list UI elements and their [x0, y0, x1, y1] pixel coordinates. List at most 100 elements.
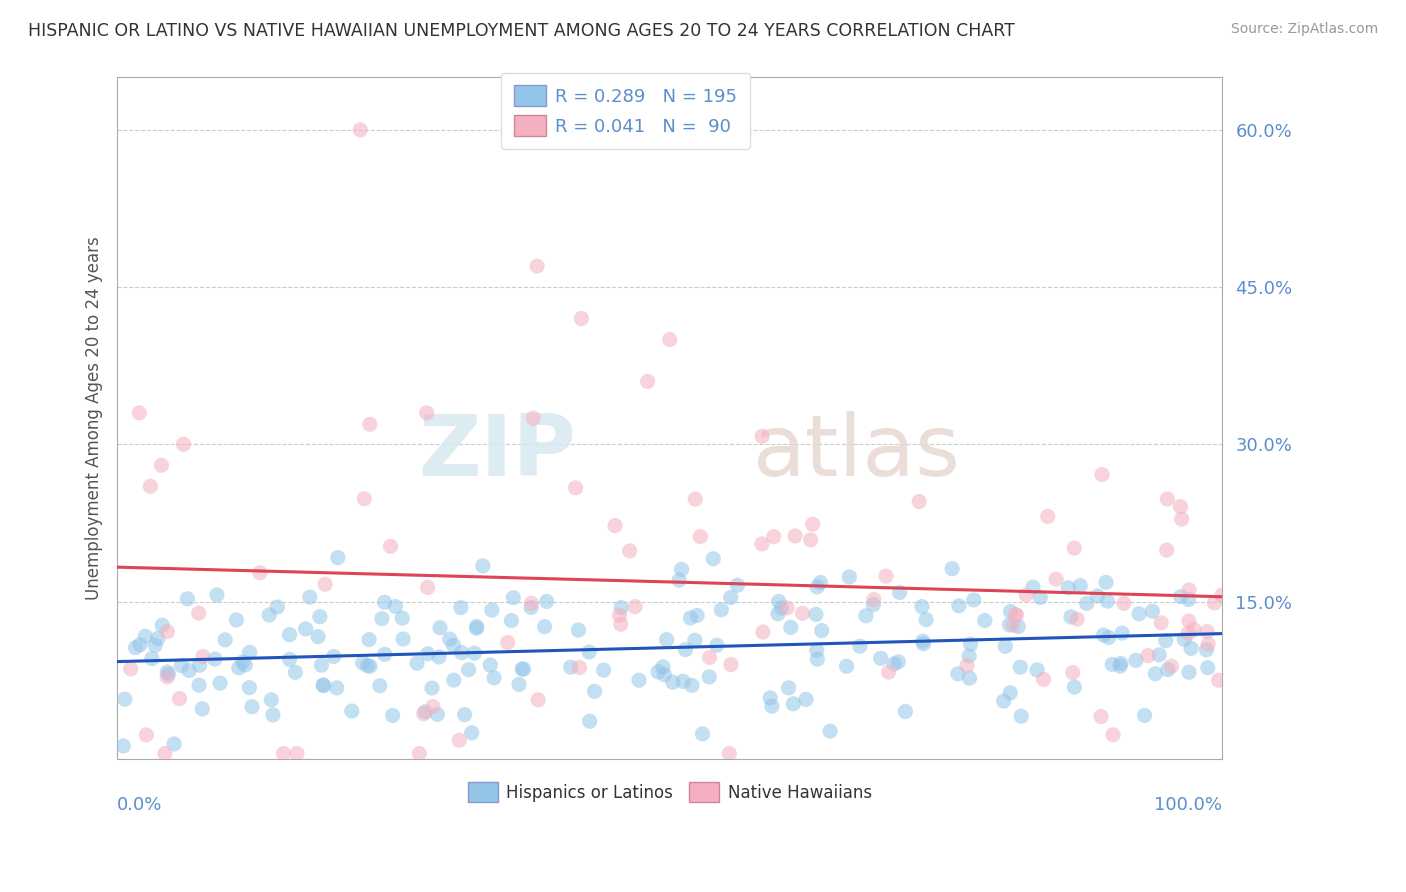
Point	[770, 601, 793, 615]
Point	[994, 640, 1017, 654]
Point	[1173, 632, 1195, 647]
Point	[1001, 618, 1024, 632]
Point	[239, 645, 262, 659]
Point	[946, 666, 969, 681]
Point	[959, 671, 981, 685]
Point	[1133, 708, 1156, 723]
Point	[912, 637, 935, 651]
Point	[973, 614, 995, 628]
Point	[686, 608, 709, 623]
Point	[792, 607, 814, 621]
Point	[681, 678, 703, 692]
Point	[1063, 680, 1085, 694]
Point	[266, 599, 288, 614]
Point	[720, 657, 742, 672]
Point	[1029, 591, 1052, 605]
Point	[139, 479, 162, 493]
Point	[426, 707, 449, 722]
Point	[413, 705, 436, 719]
Point	[603, 518, 626, 533]
Point	[915, 613, 938, 627]
Point	[806, 643, 828, 657]
Point	[883, 657, 905, 671]
Point	[583, 684, 606, 698]
Point	[567, 623, 589, 637]
Point	[778, 681, 800, 695]
Point	[1095, 575, 1118, 590]
Point	[671, 562, 693, 576]
Point	[1069, 579, 1091, 593]
Point	[1112, 596, 1135, 610]
Point	[863, 592, 886, 607]
Point	[655, 632, 678, 647]
Point	[1142, 604, 1164, 618]
Point	[173, 437, 195, 451]
Point	[689, 530, 711, 544]
Point	[373, 595, 395, 609]
Point	[312, 678, 335, 692]
Point	[768, 594, 790, 608]
Point	[527, 693, 550, 707]
Point	[619, 544, 641, 558]
Point	[651, 660, 673, 674]
Point	[427, 649, 450, 664]
Point	[776, 600, 799, 615]
Point	[804, 607, 827, 622]
Point	[1170, 590, 1192, 604]
Point	[560, 660, 582, 674]
Point	[1178, 614, 1201, 628]
Point	[1036, 509, 1059, 524]
Point	[1156, 491, 1178, 506]
Point	[1211, 588, 1233, 602]
Point	[112, 739, 135, 753]
Point	[911, 634, 934, 648]
Point	[156, 624, 179, 639]
Point	[134, 629, 156, 643]
Point	[1157, 663, 1180, 677]
Point	[1032, 673, 1054, 687]
Point	[1007, 619, 1029, 633]
Point	[1057, 581, 1080, 595]
Point	[135, 728, 157, 742]
Point	[783, 529, 806, 543]
Point	[1195, 624, 1218, 639]
Point	[1208, 673, 1230, 688]
Point	[169, 691, 191, 706]
Point	[392, 632, 415, 646]
Point	[510, 662, 533, 676]
Point	[1150, 615, 1173, 630]
Point	[479, 658, 502, 673]
Point	[692, 727, 714, 741]
Point	[875, 569, 897, 583]
Point	[416, 581, 439, 595]
Point	[1005, 607, 1028, 622]
Point	[1128, 607, 1150, 621]
Point	[609, 617, 631, 632]
Point	[214, 632, 236, 647]
Point	[496, 635, 519, 649]
Point	[1015, 588, 1038, 602]
Point	[1063, 541, 1085, 555]
Point	[128, 406, 150, 420]
Point	[307, 630, 329, 644]
Point	[191, 702, 214, 716]
Point	[751, 537, 773, 551]
Point	[683, 492, 706, 507]
Point	[463, 646, 485, 660]
Point	[624, 599, 647, 614]
Point	[1066, 612, 1088, 626]
Point	[564, 481, 586, 495]
Point	[228, 661, 250, 675]
Point	[1109, 657, 1132, 671]
Point	[683, 633, 706, 648]
Point	[408, 747, 430, 761]
Point	[1060, 610, 1083, 624]
Point	[481, 603, 503, 617]
Point	[449, 733, 471, 747]
Point	[806, 652, 828, 666]
Point	[205, 588, 228, 602]
Point	[312, 679, 335, 693]
Point	[766, 607, 789, 621]
Point	[457, 663, 479, 677]
Point	[187, 606, 209, 620]
